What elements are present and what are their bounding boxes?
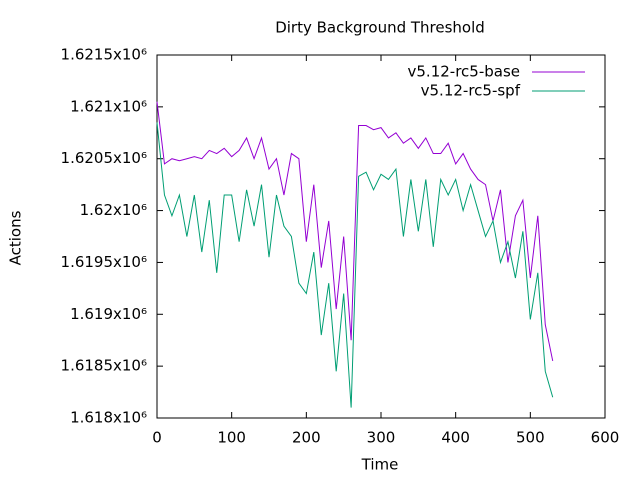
legend-label: v5.12-rc5-base bbox=[408, 63, 521, 81]
data-line bbox=[156, 101, 554, 362]
y-tick-label: 1.618x10⁶ bbox=[70, 409, 147, 427]
x-tick-label: 300 bbox=[367, 429, 396, 447]
y-tick-label: 1.6205x10⁶ bbox=[61, 149, 147, 167]
data-line bbox=[156, 122, 554, 408]
x-axis-label: Time bbox=[361, 456, 399, 474]
y-tick-label: 1.621x10⁶ bbox=[70, 97, 147, 115]
y-tick-label: 1.62x10⁶ bbox=[80, 201, 147, 219]
y-tick-label: 1.6215x10⁶ bbox=[61, 46, 147, 64]
x-tick-label: 600 bbox=[591, 429, 620, 447]
x-tick-label: 400 bbox=[441, 429, 470, 447]
y-tick-label: 1.6185x10⁶ bbox=[61, 357, 147, 375]
chart-title: Dirty Background Threshold bbox=[275, 19, 485, 37]
y-axis-label: Actions bbox=[7, 210, 25, 265]
legend-label: v5.12-rc5-spf bbox=[421, 82, 521, 100]
x-tick-label: 500 bbox=[516, 429, 545, 447]
x-tick-label: 100 bbox=[217, 429, 246, 447]
y-tick-label: 1.619x10⁶ bbox=[70, 305, 147, 323]
x-tick-label: 200 bbox=[292, 429, 321, 447]
y-tick-label: 1.6195x10⁶ bbox=[61, 253, 147, 271]
x-tick-label: 0 bbox=[152, 429, 162, 447]
